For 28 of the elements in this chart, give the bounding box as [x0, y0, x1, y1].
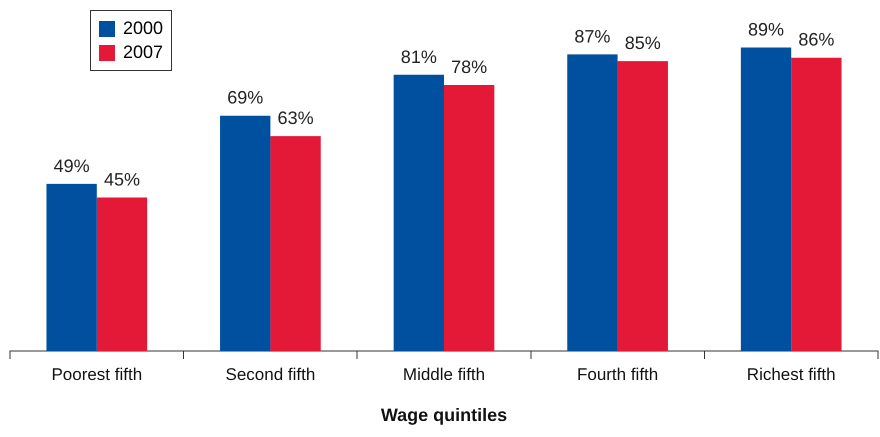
x-tick-label: Middle fifth [402, 364, 486, 384]
bar [567, 54, 618, 351]
data-label: 69% [227, 88, 264, 108]
bar [618, 61, 668, 351]
bar [270, 136, 321, 351]
data-label: 81% [400, 46, 437, 67]
x-tick-label: Second fifth [226, 364, 316, 384]
data-label: 63% [278, 108, 314, 128]
bar [220, 116, 270, 351]
data-label: 78% [451, 56, 488, 77]
x-tick-label: Fourth fifth [576, 364, 658, 384]
bar [96, 198, 148, 351]
data-label: 89% [748, 19, 784, 40]
data-label: 49% [54, 156, 90, 176]
bar [740, 48, 792, 351]
bar [444, 85, 494, 351]
data-label: 85% [624, 33, 661, 54]
x-tick-label: Richest fifth [746, 364, 836, 384]
data-label: 45% [104, 170, 140, 190]
bar [394, 74, 444, 351]
data-label: 86% [798, 30, 834, 50]
x-tick-label: Poorest fifth [51, 364, 142, 384]
data-label: 87% [574, 26, 610, 46]
legend-label: 2000 [123, 18, 164, 39]
bar [791, 58, 842, 351]
legend-label: 2007 [123, 42, 164, 63]
x-axis-title: Wage quintiles [380, 405, 508, 426]
bar [46, 184, 97, 351]
